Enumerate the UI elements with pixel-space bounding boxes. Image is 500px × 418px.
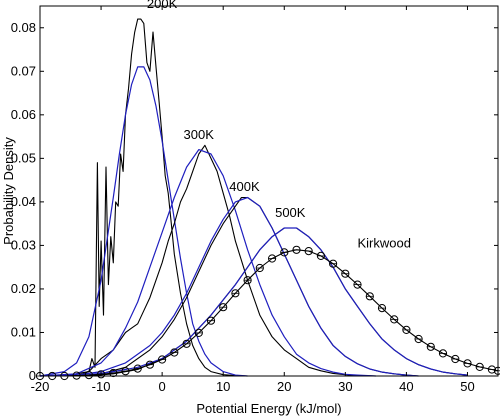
- x-tick-label: -10: [92, 379, 111, 394]
- x-tick-label: -20: [31, 379, 50, 394]
- y-tick-label: 0.06: [11, 107, 36, 122]
- annotations-layer: 200K 300K 400K 500K Kirkwood: [147, 0, 411, 251]
- x-axis-title: Potential Energy (kJ/mol): [196, 401, 341, 416]
- y-tick-label: 0.04: [11, 194, 36, 209]
- series-line-400k-fit: [39, 196, 419, 377]
- series-line-200k: [40, 18, 248, 377]
- x-tick-label: 0: [159, 379, 166, 394]
- series-line-200k-fit: [39, 66, 248, 377]
- plot-frame: [39, 5, 499, 377]
- series-line-300k-fit: [39, 149, 376, 377]
- annotation-500k: 500K: [275, 205, 306, 220]
- y-tick-label: 0.07: [11, 63, 36, 78]
- series-line-300k: [40, 144, 376, 377]
- x-tick-label: 10: [216, 379, 230, 394]
- annotation-300k: 300K: [184, 127, 215, 142]
- x-tick-label: 20: [277, 379, 291, 394]
- y-tick-label: 0.03: [11, 237, 36, 252]
- y-tick-label: 0: [29, 368, 36, 383]
- y-tick-label: 0.05: [11, 150, 36, 165]
- y-axis-title: Probability Density: [1, 137, 16, 245]
- x-tick-label: 50: [460, 379, 474, 394]
- y-tick-label: 0.01: [11, 324, 36, 339]
- annotation-200k: 200K: [147, 0, 178, 11]
- y-tick-label: 0.02: [11, 281, 36, 296]
- annotation-kirkwood: Kirkwood: [358, 236, 411, 251]
- axes-layer: -20 -10 0 10 20 30 40 50 0 0.01 0.02 0.03 0.04 0.05 0.…: [11, 6, 498, 394]
- annotation-400k: 400K: [229, 179, 260, 194]
- y-tick-label: 0.08: [11, 20, 36, 35]
- x-tick-label: 30: [338, 379, 352, 394]
- series-layer: [35, 18, 500, 381]
- x-tick-label: 40: [399, 379, 413, 394]
